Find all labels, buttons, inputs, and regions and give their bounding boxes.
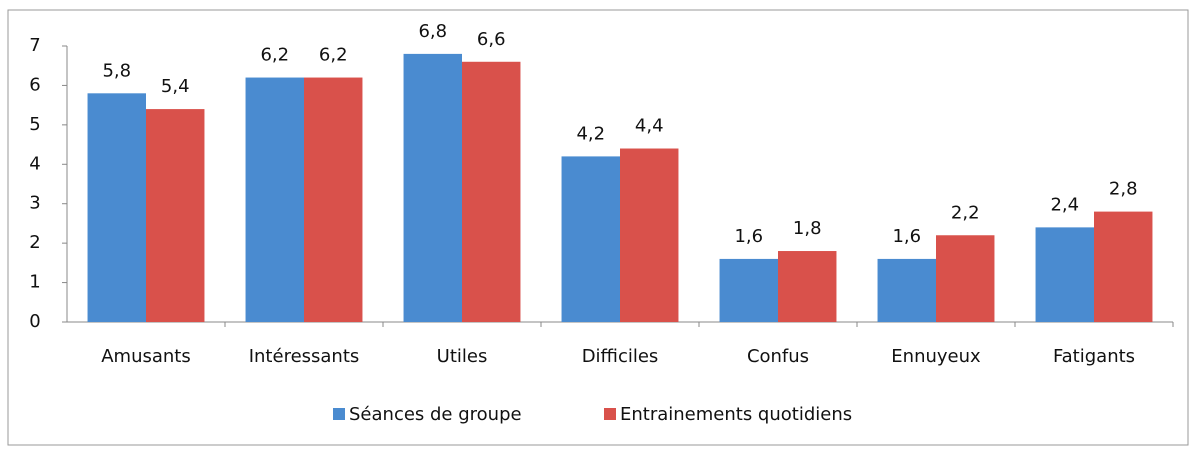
value-label: 6,8 [418,21,447,42]
value-label: 6,2 [260,45,289,66]
x-tick-label: Utiles [437,346,488,367]
x-tick-label: Confus [747,346,809,367]
y-tick-label: 4 [29,153,40,174]
value-label: 4,4 [635,116,664,137]
x-tick-label: Difficiles [582,346,659,367]
x-tick-label: Ennuyeux [891,346,981,367]
x-tick-label: Fatigants [1053,346,1135,367]
value-label: 2,4 [1050,194,1079,215]
bar [719,258,778,322]
legend-label: Entrainements quotidiens [620,404,852,425]
bar [462,61,521,323]
x-tick-label: Intéressants [249,346,360,367]
value-label: 4,2 [576,123,605,144]
x-tick-label: Amusants [101,346,191,367]
value-label: 2,2 [951,202,980,223]
value-label: 2,8 [1109,179,1138,200]
bar [304,77,363,323]
value-label: 1,6 [892,226,921,247]
bar [561,156,620,322]
bar [245,77,304,323]
legend-label: Séances de groupe [349,404,522,425]
y-tick-label: 2 [29,232,40,253]
value-label: 5,8 [102,60,131,81]
legend-swatch [604,408,616,420]
bar [87,93,146,322]
bar [146,109,205,322]
value-label: 6,6 [477,29,506,50]
y-tick-label: 5 [29,114,40,135]
legend-swatch [333,408,345,420]
bar [778,251,837,322]
value-label: 1,6 [734,226,763,247]
y-tick-label: 6 [29,74,40,95]
value-label: 6,2 [319,45,348,66]
y-tick-label: 1 [29,272,40,293]
y-tick-label: 0 [29,311,40,332]
bar [877,258,936,322]
bar [1035,227,1094,322]
bar [620,148,679,322]
bar [403,53,462,323]
value-label: 5,4 [161,76,190,97]
y-tick-label: 7 [29,35,40,56]
y-tick-label: 3 [29,193,40,214]
bar [936,235,995,322]
value-label: 1,8 [793,218,822,239]
bar [1094,211,1153,322]
